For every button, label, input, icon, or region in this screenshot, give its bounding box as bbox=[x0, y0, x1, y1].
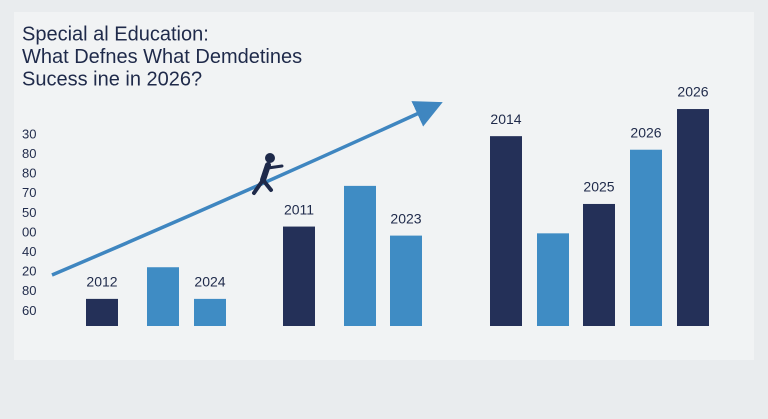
bar-label: 2023 bbox=[390, 210, 421, 226]
y-axis-label: 50 bbox=[22, 205, 36, 220]
bar-label: 2026 bbox=[630, 124, 661, 140]
y-axis-label: 40 bbox=[22, 244, 36, 259]
climber-icon bbox=[252, 153, 284, 195]
bar-label: 2025 bbox=[583, 179, 614, 195]
bar-label: 2026 bbox=[677, 84, 708, 100]
y-axis-label: 00 bbox=[22, 224, 36, 239]
y-axis-label: 80 bbox=[22, 283, 36, 298]
y-axis-label: 60 bbox=[22, 303, 36, 318]
bar bbox=[147, 267, 179, 326]
bar bbox=[86, 298, 118, 326]
bar bbox=[677, 109, 709, 326]
bar bbox=[537, 233, 569, 326]
chart-title: Special al Education: bbox=[22, 23, 209, 45]
bar bbox=[390, 235, 422, 326]
bar bbox=[194, 298, 226, 326]
y-axis-label: 30 bbox=[22, 126, 36, 141]
y-axis-label: 80 bbox=[22, 146, 36, 161]
y-axis-label: 80 bbox=[22, 166, 36, 181]
bar-label: 2011 bbox=[284, 201, 314, 217]
bar bbox=[630, 149, 662, 326]
bar-label: 2012 bbox=[86, 274, 117, 290]
bar bbox=[344, 185, 376, 326]
bar bbox=[283, 226, 315, 326]
bar bbox=[583, 203, 615, 326]
y-axis-label: 70 bbox=[22, 185, 36, 200]
chart-title: Sucess ine in 2026? bbox=[22, 68, 202, 90]
bar-label: 2024 bbox=[194, 274, 225, 290]
y-axis-label: 20 bbox=[22, 264, 36, 279]
chart-title: What Defnes What Demdetines bbox=[22, 46, 302, 68]
bar-label: 2014 bbox=[490, 111, 521, 127]
trend-arrow bbox=[51, 101, 443, 277]
bar bbox=[490, 136, 522, 326]
